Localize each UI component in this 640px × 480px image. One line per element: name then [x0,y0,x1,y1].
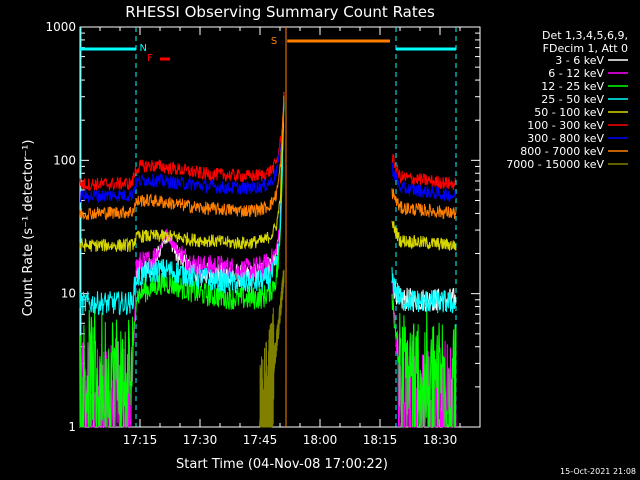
annotation-label: N [139,43,146,54]
series-line [79,92,285,191]
legend-entry-label: 100 - 300 keV [527,119,604,132]
series-100-300-kev [79,92,457,191]
series-50-100-kev [79,92,457,253]
x-axis-label: Start Time (04-Nov-08 17:00:22) [176,457,388,472]
series-line-after-gap [391,188,457,220]
legend-entry-label: 6 - 12 keV [548,67,604,80]
legend-entry-label: 300 - 800 keV [527,132,604,145]
y-tick-label: 100 [53,153,76,167]
series-line-after-gap [391,293,457,428]
series-line [79,95,285,221]
series-7000-15000-kev [259,269,285,428]
series-line [79,102,285,428]
series-300-800-kev [79,98,457,204]
series-line [79,92,285,253]
x-tick-label: 17:15 [123,433,158,447]
legend-header: Det 1,3,4,5,6,9, [542,29,628,42]
x-tick-label: 18:15 [363,433,398,447]
x-tick-label: 17:45 [243,433,278,447]
x-tick-label: 18:00 [303,433,338,447]
series-line-after-gap [391,153,457,191]
legend-entry-label: 25 - 50 keV [541,93,604,106]
y-tick-label: 10 [61,287,76,301]
series-line-after-gap [391,266,457,314]
series-line [79,99,285,316]
series-line-after-gap [391,220,457,251]
legend-entry-label: 50 - 100 keV [534,106,604,119]
series-line-after-gap [391,162,457,203]
series-line [79,98,285,204]
legend: Det 1,3,4,5,6,9,FDecim 1, Att 03 - 6 keV… [506,29,628,171]
series-layer [79,92,457,428]
footer-date: 15-Oct-2021 21:08 [560,467,636,476]
y-axis-label: Count Rate (s⁻¹ detector⁻¹) [21,140,36,317]
y-tick-label: 1 [68,420,76,434]
legend-entry-label: 12 - 25 keV [541,80,604,93]
annotation-label: S [271,36,277,47]
tick-labels: 17:15 17:30 17:45 18:00 18:15 18:30 1 10 100 1000 [45,20,457,447]
legend-entry-label: 7000 - 15000 keV [506,158,604,171]
series-12-25-kev [79,102,457,428]
series-25-50-kev [79,99,457,316]
x-tick-label: 18:30 [423,433,458,447]
legend-entry-label: 800 - 7000 keV [520,145,604,158]
y-tick-label: 1000 [45,20,76,34]
legend-entry-label: 3 - 6 keV [555,54,604,67]
annotation-label: F [147,53,153,64]
series-800-7000-kev [79,95,457,221]
series-line [259,269,285,428]
x-tick-label: 17:30 [183,433,218,447]
legend-header: FDecim 1, Att 0 [543,42,628,55]
chart-title: RHESSI Observing Summary Count Rates [125,3,435,21]
